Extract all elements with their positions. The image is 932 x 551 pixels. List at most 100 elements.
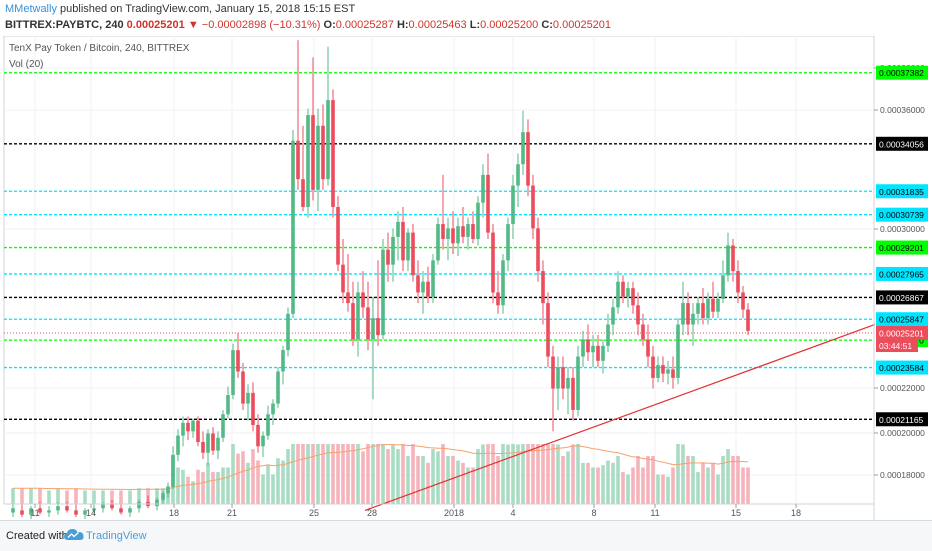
volume-bar [176, 467, 180, 504]
candle [731, 239, 735, 282]
volume-bar [421, 455, 425, 504]
volume-bar [591, 467, 595, 504]
volume-bar [661, 474, 665, 504]
chart-area[interactable]: 0.000380000.000360000.000300000.00022000… [0, 35, 932, 520]
candle [451, 211, 455, 254]
volume-bar [256, 460, 260, 504]
x-tick-label: 18 [791, 508, 801, 518]
volume-bar [511, 444, 515, 504]
candle [601, 339, 605, 374]
volume-bar [726, 449, 730, 504]
candle-body [561, 367, 565, 389]
volume-bar [137, 488, 141, 504]
level-label: 0.00025847 [879, 315, 924, 325]
candle-body [451, 228, 455, 244]
volume-bar [601, 465, 605, 504]
footer-bar: Created with TradingView [0, 520, 932, 551]
candle [681, 281, 685, 336]
candle [661, 356, 665, 383]
candle [506, 217, 510, 272]
volume-bar [201, 472, 205, 504]
candle [251, 382, 255, 432]
candle [256, 414, 260, 453]
candle-body [626, 288, 630, 297]
volume-bar [711, 462, 715, 504]
candle [691, 303, 695, 346]
candle [336, 196, 340, 272]
volume-bar [391, 444, 395, 504]
candle [74, 504, 78, 517]
candle-body [621, 281, 625, 297]
volume-bar [721, 455, 725, 504]
candle-body [526, 132, 530, 186]
candle-body [721, 275, 725, 299]
volume-ma-line [13, 444, 749, 491]
tradingview-brand[interactable]: TradingView [86, 530, 147, 542]
candle-body [137, 501, 141, 509]
candle [736, 260, 740, 304]
candle-body [161, 493, 165, 500]
candle [456, 217, 460, 257]
candle [351, 281, 355, 346]
candle [241, 362, 245, 410]
candle [386, 232, 390, 282]
candle-body [491, 232, 495, 293]
candle-body [110, 504, 114, 509]
candle [576, 345, 580, 417]
candle-body [591, 345, 595, 353]
candle-body [426, 281, 430, 297]
volume-bar [83, 490, 87, 504]
candle-body [386, 249, 390, 265]
volume-bar [651, 455, 655, 504]
candle-body [38, 508, 42, 513]
volume-bar [546, 444, 550, 504]
volume-bar [341, 444, 345, 504]
volume-bar [376, 444, 380, 504]
volume-bar [436, 451, 440, 504]
candle-body [271, 403, 275, 415]
candle [706, 292, 710, 325]
candle-body [20, 510, 24, 515]
volume-bar [731, 455, 735, 504]
author-link[interactable]: MMetwally [5, 3, 57, 15]
candle [501, 253, 505, 314]
candle [516, 153, 520, 207]
candle-body [356, 292, 360, 340]
candle [311, 57, 315, 201]
candle [119, 504, 123, 515]
countdown-timer: 03:44:51 [879, 341, 912, 351]
candle [696, 296, 700, 325]
volume-bar [38, 488, 42, 504]
volume-bar [576, 444, 580, 504]
high-value: 0.00025463 [408, 19, 467, 31]
price-chart[interactable]: 0.000380000.000360000.000300000.00022000… [0, 35, 932, 520]
candle-body [83, 510, 87, 515]
tradingview-cloud-icon [64, 529, 84, 540]
level-label-box [876, 412, 928, 427]
level-label-box [876, 266, 928, 281]
candle-body [176, 435, 180, 455]
volume-bar [251, 449, 255, 504]
candle-body [221, 414, 225, 438]
candle [471, 211, 475, 244]
candle [741, 286, 745, 319]
candle [321, 104, 325, 190]
candle-body [396, 221, 400, 237]
candle-body [641, 324, 645, 340]
volume-bar [656, 474, 660, 504]
candle [296, 40, 300, 190]
candle [191, 418, 195, 438]
candle-body [296, 140, 300, 180]
candle [431, 253, 435, 304]
volume-bar [386, 449, 390, 504]
candle [701, 288, 705, 325]
y-tick-label: 0.00022000 [880, 383, 925, 393]
candle [561, 356, 565, 400]
candle-body [736, 271, 740, 293]
candle-body [155, 499, 159, 507]
volume-bar [516, 444, 520, 504]
candle [746, 303, 750, 336]
volume-bar [47, 490, 51, 504]
volume-bar [226, 467, 230, 504]
y-tick-label: 0.00036000 [880, 105, 925, 115]
